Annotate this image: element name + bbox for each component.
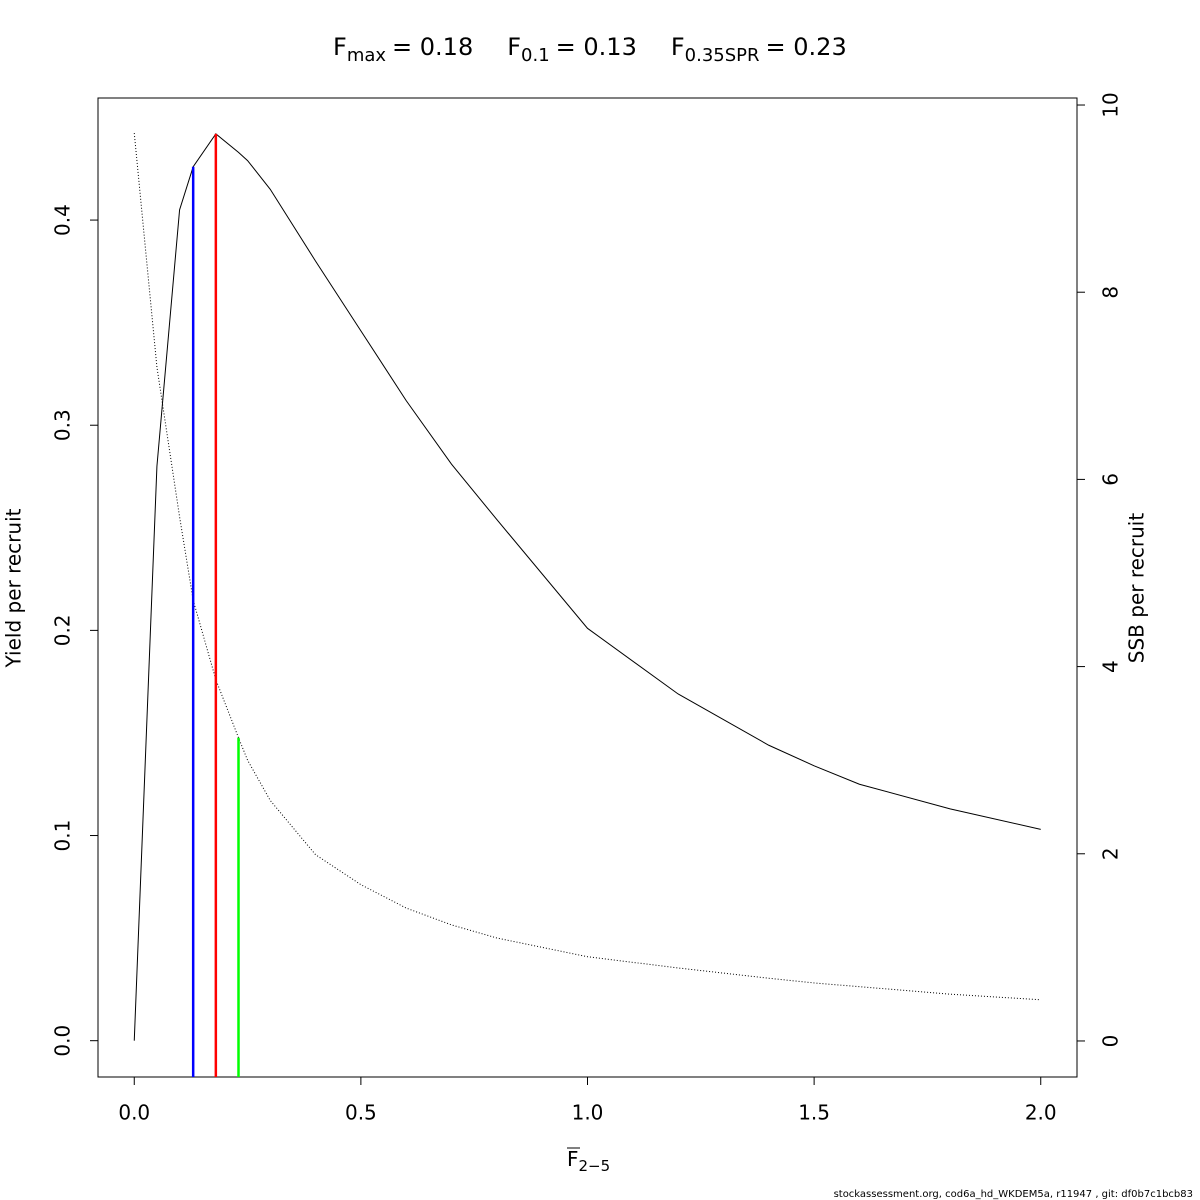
title-value: = 0.13 — [556, 33, 637, 61]
x-label-main: F — [567, 1147, 579, 1171]
x-axis-label: F2−5 — [567, 1147, 610, 1175]
x-tick-label: 1.5 — [798, 1101, 830, 1125]
y-tick-label: 0.4 — [51, 204, 75, 236]
y-tick-label: 0.1 — [51, 820, 75, 852]
y2-tick-label: 0 — [1099, 1035, 1123, 1048]
y-axis-label: Yield per recruit — [2, 508, 26, 668]
title-symbol: F — [507, 33, 521, 61]
title-symbol: F — [671, 33, 685, 61]
title-part: F0.1 = 0.13 — [507, 33, 637, 66]
footer: stockassessment.org, cod6a_hd_WKDEM5a, r… — [834, 1189, 1193, 1200]
y2-tick-label: 8 — [1099, 286, 1123, 299]
line-series — [133, 133, 1041, 1001]
x-label-sub: 2−5 — [579, 1157, 611, 1175]
y-tick-label: 0.3 — [51, 409, 75, 441]
y-tick-label: 0.2 — [51, 614, 75, 646]
plot-frame — [97, 97, 1078, 1078]
title-value: = 0.18 — [392, 33, 473, 61]
title-subscript: max — [347, 45, 387, 66]
title-part: F0.35SPR = 0.23 — [671, 33, 847, 66]
y2-tick-label: 6 — [1099, 473, 1123, 486]
title-symbol: F — [333, 33, 347, 61]
x-tick-label: 2.0 — [1025, 1101, 1057, 1125]
y-tick-label: 0.0 — [51, 1025, 75, 1057]
title-value: = 0.23 — [766, 33, 847, 61]
y2-tick-label: 4 — [1099, 660, 1123, 673]
title-part: Fmax = 0.18 — [333, 33, 473, 66]
title-subscript: 0.35SPR — [685, 45, 760, 66]
line-series — [133, 133, 1041, 1041]
x-tick-label: 1.0 — [572, 1101, 604, 1125]
title-subscript: 0.1 — [521, 45, 550, 66]
x-tick-label: 0.5 — [345, 1101, 377, 1125]
x-tick-label: 0.0 — [118, 1101, 150, 1125]
y2-tick-label: 2 — [1099, 847, 1123, 860]
y2-tick-label: 10 — [1099, 92, 1123, 117]
y2-axis-label: SSB per recruit — [1125, 513, 1149, 664]
